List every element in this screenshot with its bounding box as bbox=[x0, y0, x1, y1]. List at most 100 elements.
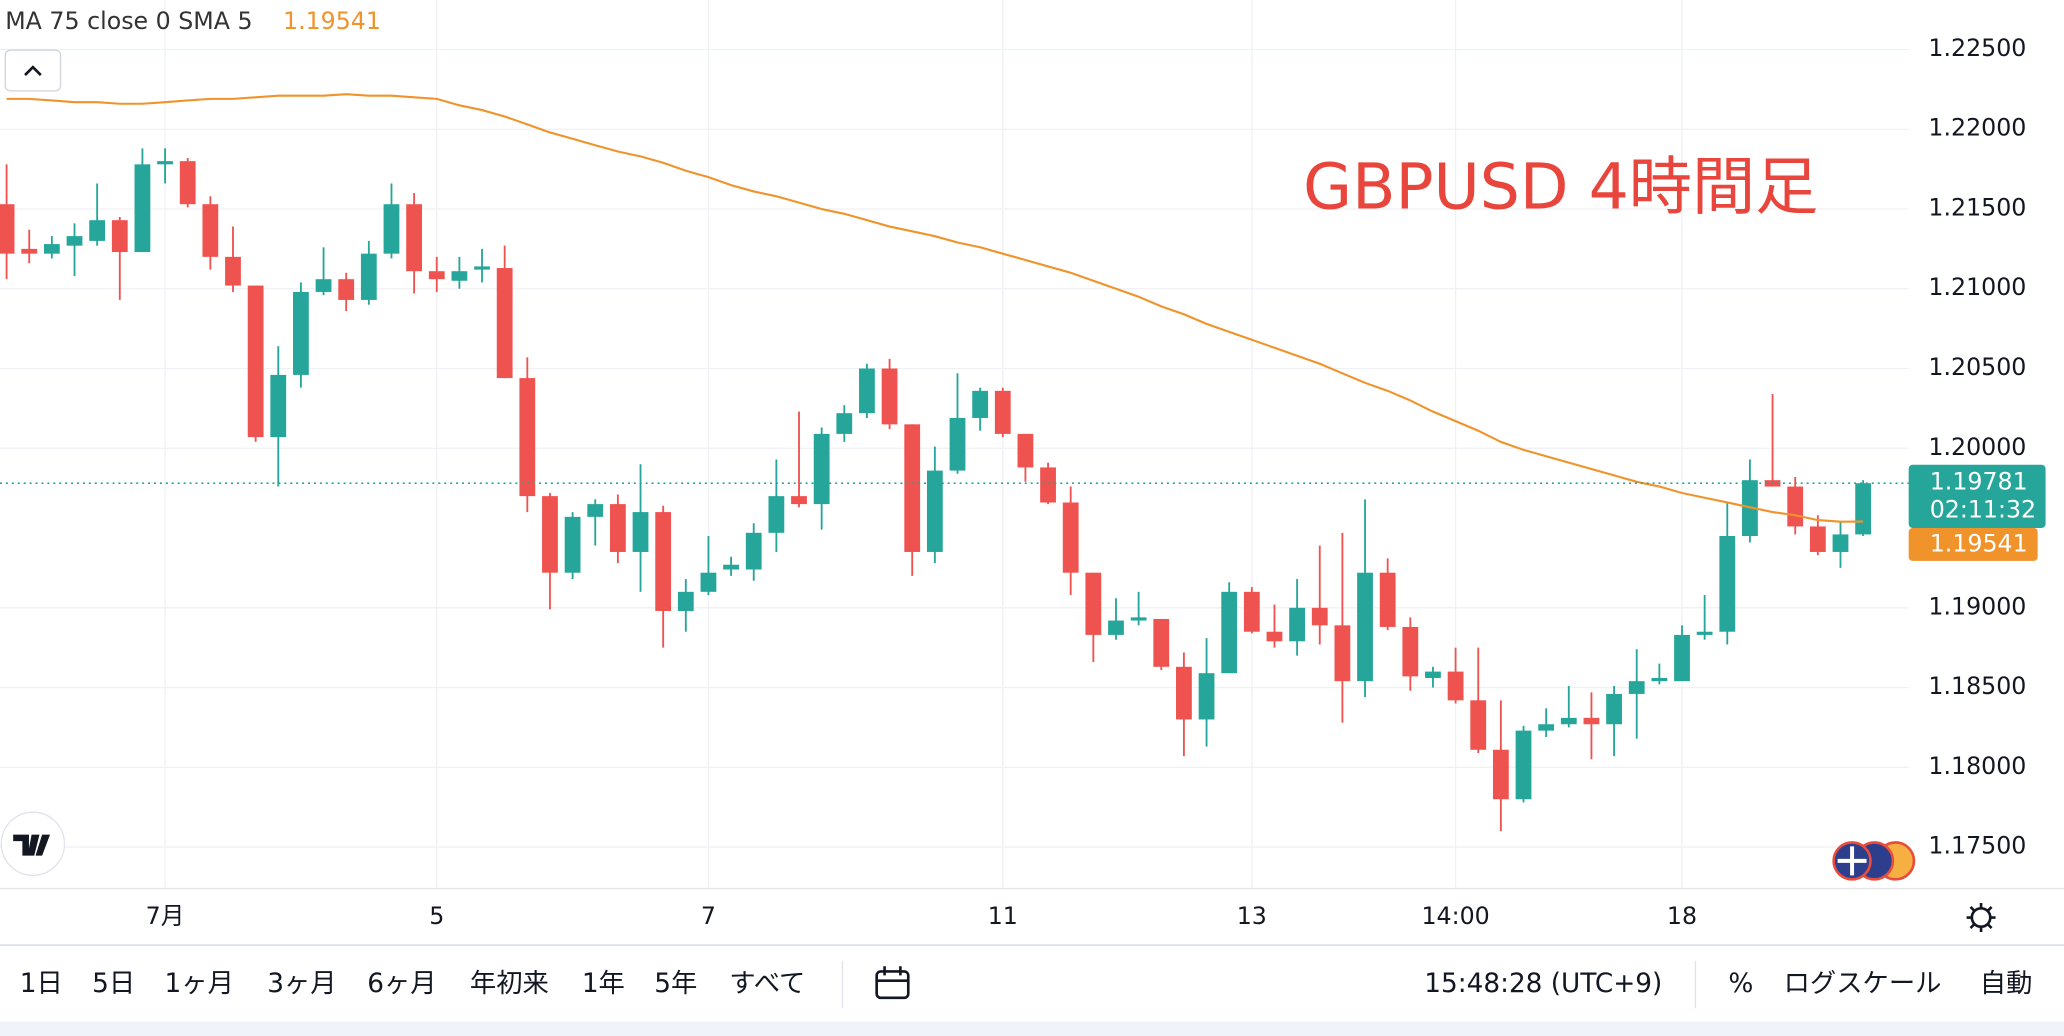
candle-body bbox=[1560, 717, 1577, 725]
candle-body bbox=[700, 572, 717, 592]
last-price-tag bbox=[1908, 464, 2046, 528]
candle-body bbox=[293, 291, 309, 375]
range-button[interactable]: 年初来 bbox=[470, 969, 549, 999]
candle-body bbox=[89, 220, 106, 241]
candle-body bbox=[745, 532, 762, 570]
y-tick-label: 1.18500 bbox=[1928, 672, 2026, 700]
candle-body bbox=[1628, 681, 1645, 694]
candle-body bbox=[157, 161, 173, 165]
indicator-value: 1.19541 bbox=[283, 7, 381, 35]
option-button[interactable]: ログスケール bbox=[1784, 969, 1942, 999]
candle-body bbox=[66, 236, 83, 246]
y-tick-label: 1.19000 bbox=[1928, 592, 2026, 620]
candle-body bbox=[1425, 671, 1441, 678]
candle-body bbox=[270, 374, 287, 438]
candle-body bbox=[881, 368, 898, 425]
y-tick-label: 1.17500 bbox=[1928, 832, 2026, 860]
candle-body bbox=[1198, 673, 1215, 720]
candle-body bbox=[1243, 591, 1260, 632]
toolbar: 1日 5日 1ヶ月 3ヶ月 6ヶ月 年初来 1年 5年 すべて% ログスケール 自動 bbox=[20, 969, 2033, 999]
candle-body bbox=[406, 204, 423, 272]
candle-body bbox=[1108, 620, 1124, 635]
candle-body bbox=[1606, 693, 1622, 725]
candle-body bbox=[315, 279, 332, 292]
candle-body bbox=[542, 496, 558, 573]
x-tick-label: 7 bbox=[701, 902, 716, 930]
candle-body bbox=[859, 368, 875, 414]
candle-body bbox=[134, 164, 151, 253]
candle-body bbox=[836, 413, 853, 434]
candle-body bbox=[1855, 483, 1872, 535]
x-tick-label: 13 bbox=[1237, 902, 1267, 930]
candle-body bbox=[451, 271, 468, 281]
date-range-button[interactable] bbox=[875, 966, 910, 1000]
x-tick-label: 18 bbox=[1667, 902, 1697, 930]
candle-body bbox=[1017, 433, 1034, 468]
range-button[interactable]: 5日 bbox=[92, 969, 135, 999]
y-tick-label: 1.18000 bbox=[1928, 752, 2026, 780]
candle-body bbox=[1040, 467, 1056, 503]
candle-body bbox=[1311, 607, 1328, 626]
candle-body bbox=[1674, 634, 1690, 682]
candle-body bbox=[111, 220, 128, 253]
countdown-label: 02:11:32 bbox=[1930, 495, 2036, 523]
candle-body bbox=[474, 266, 490, 270]
gear-teeth[interactable] bbox=[1966, 903, 1996, 932]
y-tick-label: 1.20000 bbox=[1928, 433, 2026, 461]
candle-body bbox=[0, 204, 15, 254]
x-tick-label: 7月 bbox=[146, 902, 185, 930]
logo bbox=[0, 811, 66, 877]
chart-title: GBPUSD 4時間足 bbox=[1303, 149, 1818, 223]
x-tick-label: 14:00 bbox=[1421, 902, 1489, 930]
candle-body bbox=[1492, 749, 1509, 800]
candle-body bbox=[655, 512, 672, 611]
range-button[interactable]: 3ヶ月 bbox=[267, 969, 336, 999]
candle-body bbox=[972, 390, 989, 418]
candle-body bbox=[949, 417, 966, 471]
ma-price-tag bbox=[1908, 527, 2038, 561]
candle-body bbox=[1085, 572, 1102, 635]
candle-body bbox=[677, 591, 694, 611]
candle-body bbox=[338, 279, 355, 300]
range-button[interactable]: 1年 bbox=[582, 969, 625, 999]
collapse-button[interactable] bbox=[4, 49, 62, 92]
settings-button[interactable] bbox=[1966, 903, 1996, 932]
candle-body bbox=[632, 512, 649, 552]
y-tick-label: 1.21500 bbox=[1928, 193, 2026, 221]
option-button[interactable]: % bbox=[1728, 969, 1753, 999]
candle-body bbox=[519, 378, 536, 497]
range-button[interactable]: 6ヶ月 bbox=[367, 969, 436, 999]
candle-body bbox=[247, 285, 264, 438]
currency-flags bbox=[1832, 841, 1916, 881]
candle-body bbox=[813, 433, 830, 505]
candle-body bbox=[904, 424, 921, 552]
candle-body bbox=[1809, 526, 1826, 552]
candle-body bbox=[179, 161, 196, 205]
candle-body bbox=[225, 256, 241, 286]
calendar-lines[interactable] bbox=[876, 966, 909, 983]
calendar-icon[interactable] bbox=[875, 970, 910, 1000]
candle-body bbox=[1130, 617, 1147, 621]
range-button[interactable]: 1日 bbox=[20, 969, 63, 999]
range-button[interactable]: 1ヶ月 bbox=[165, 969, 234, 999]
chevron-icon[interactable] bbox=[24, 65, 42, 76]
candle-body bbox=[1334, 625, 1351, 682]
collapse-button-box[interactable] bbox=[4, 49, 62, 92]
candle-body bbox=[202, 204, 219, 257]
ma-line bbox=[6, 93, 1864, 523]
candle-body bbox=[1719, 536, 1736, 632]
bottom-strip bbox=[0, 1021, 2064, 1036]
range-button[interactable]: すべて bbox=[729, 969, 805, 999]
candle-body bbox=[1470, 700, 1487, 750]
candle-body bbox=[496, 268, 513, 379]
candle-body bbox=[1787, 486, 1804, 527]
candle-body bbox=[1289, 607, 1306, 642]
y-tick-label: 1.20500 bbox=[1928, 353, 2026, 381]
candle-body bbox=[609, 504, 626, 552]
range-button[interactable]: 5年 bbox=[654, 969, 697, 999]
indicator-name: MA 75 close 0 SMA 5 bbox=[5, 7, 252, 35]
y-tick-label: 1.21000 bbox=[1928, 273, 2026, 301]
option-button[interactable]: 自動 bbox=[1980, 969, 2033, 999]
